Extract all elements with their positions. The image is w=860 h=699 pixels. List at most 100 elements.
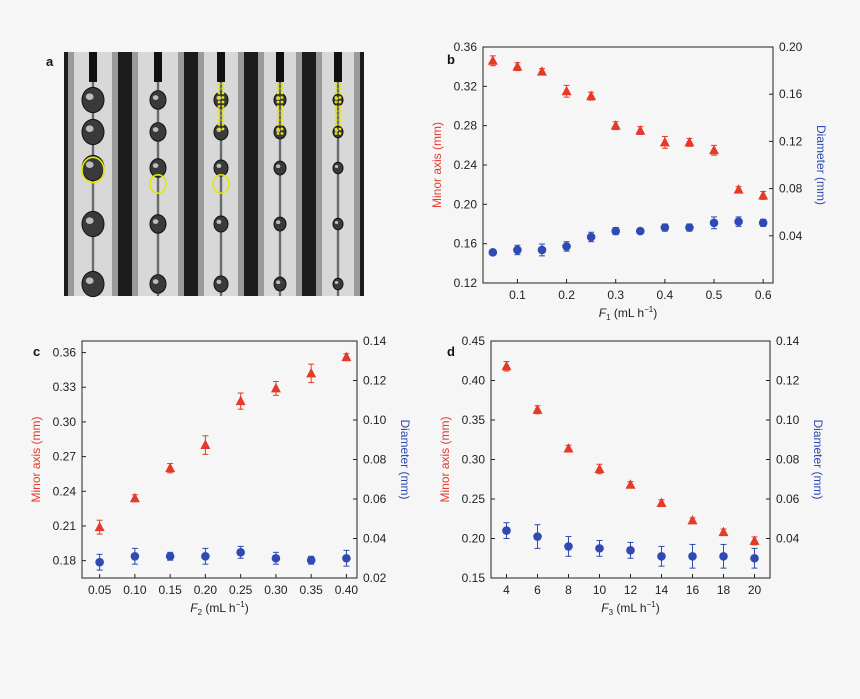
y-right-tick-label: 0.08 <box>776 453 800 467</box>
diameter-point <box>657 551 666 561</box>
y-right-tick-label: 0.02 <box>363 571 387 585</box>
fluid-thread <box>219 82 223 296</box>
highlight-dot <box>334 118 338 122</box>
y-left-tick-label: 0.24 <box>53 484 77 498</box>
panel-c-label: c <box>33 344 40 359</box>
droplet-highlight <box>85 93 94 100</box>
x-tick-label: 12 <box>624 583 638 597</box>
highlight-dot <box>217 100 221 104</box>
droplet-highlight <box>276 220 281 224</box>
y-left-tick-label: 0.16 <box>454 237 478 251</box>
diameter-point <box>533 532 542 541</box>
minor-axis-point <box>532 404 543 414</box>
diameter-point <box>750 553 759 563</box>
minor-axis-point <box>733 184 744 194</box>
minor-axis-point <box>656 497 667 507</box>
highlight-dot <box>217 114 221 117</box>
highlight-dot <box>276 123 280 126</box>
droplet <box>149 158 167 178</box>
highlight-dot <box>280 96 284 99</box>
diameter-point <box>688 551 697 561</box>
x-tick-label: 16 <box>686 583 700 597</box>
highlight-dot <box>276 100 280 104</box>
highlight-dot <box>280 105 284 108</box>
frame-edge-right <box>178 52 184 296</box>
diameter-point <box>734 217 743 226</box>
highlight-dot <box>276 127 280 131</box>
droplet <box>213 275 229 293</box>
x-tick-label: 0.15 <box>158 583 182 597</box>
minor-axis-point <box>536 66 547 76</box>
injection-capillary <box>276 52 284 82</box>
highlight-dot <box>280 123 284 126</box>
highlight-dot <box>221 105 225 108</box>
highlight-dot <box>221 87 225 90</box>
minor-axis-point <box>586 90 597 101</box>
frame-edge-right <box>296 52 302 296</box>
highlight-dot <box>221 127 225 131</box>
droplet <box>81 270 105 298</box>
diameter-point <box>95 557 104 567</box>
droplet <box>81 154 105 182</box>
minor-axis-point <box>235 395 246 406</box>
x-tick-label: 0.1 <box>509 288 526 302</box>
x-tick-label: 0.05 <box>88 583 112 597</box>
highlight-dot <box>338 96 342 99</box>
y-left-tick-label: 0.32 <box>454 79 478 93</box>
injection-capillary <box>154 52 162 82</box>
diameter-point <box>719 551 728 561</box>
diameter-point <box>660 223 670 232</box>
fluid-thread <box>91 82 95 296</box>
droplet <box>273 124 287 140</box>
droplet-highlight <box>216 219 222 224</box>
injection-capillary <box>89 52 97 82</box>
y-left-tick-label: 0.20 <box>454 197 478 211</box>
y-right-tick-label: 0.14 <box>776 334 800 348</box>
highlight-circle <box>149 174 167 195</box>
highlight-dot <box>280 114 284 117</box>
x-tick-label: 6 <box>534 583 541 597</box>
highlight-dot <box>334 100 338 104</box>
droplet <box>213 91 229 109</box>
highlight-dot <box>217 123 221 126</box>
highlight-dot <box>221 114 225 117</box>
highlight-dot <box>280 82 284 86</box>
droplet-highlight <box>276 280 281 285</box>
y-left-axis-label: Minor axis (mm) <box>430 122 444 208</box>
y-left-tick-label: 0.36 <box>454 40 478 54</box>
diameter-point <box>685 223 694 232</box>
highlight-dot <box>280 87 284 90</box>
fluid-thread <box>336 82 340 296</box>
x-tick-label: 0.20 <box>194 583 218 597</box>
panel-a-frame <box>258 52 302 296</box>
droplet <box>332 277 344 291</box>
x-tick-label: 0.30 <box>264 583 288 597</box>
highlight-dot <box>338 118 342 122</box>
diameter-point <box>306 555 316 565</box>
diameter-point <box>611 226 621 236</box>
y-right-tick-label: 0.10 <box>776 413 800 427</box>
x-axis-label: F1 (mL h−1) <box>599 305 657 322</box>
minor-axis-point <box>625 479 636 489</box>
droplet <box>332 93 344 107</box>
highlight-dot <box>338 82 342 86</box>
minor-axis-point <box>94 521 105 532</box>
diameter-point <box>236 548 245 557</box>
highlight-dot <box>280 91 284 95</box>
x-axis-label: F3 (mL h−1) <box>601 600 659 617</box>
highlight-dot <box>217 118 221 122</box>
highlight-dot <box>280 109 284 113</box>
y-left-axis-label: Minor axis (mm) <box>438 416 452 502</box>
highlight-dot <box>338 87 342 90</box>
minor-axis-point <box>129 492 140 503</box>
y-left-tick-label: 0.45 <box>462 334 486 348</box>
y-right-tick-label: 0.14 <box>363 334 387 348</box>
highlight-dot <box>221 96 225 99</box>
panel-a-frame <box>68 52 118 298</box>
highlight-dot <box>276 109 280 113</box>
y-left-tick-label: 0.33 <box>53 380 77 394</box>
y-left-tick-label: 0.36 <box>53 346 77 360</box>
highlight-dot <box>221 118 225 122</box>
droplet <box>149 214 167 234</box>
